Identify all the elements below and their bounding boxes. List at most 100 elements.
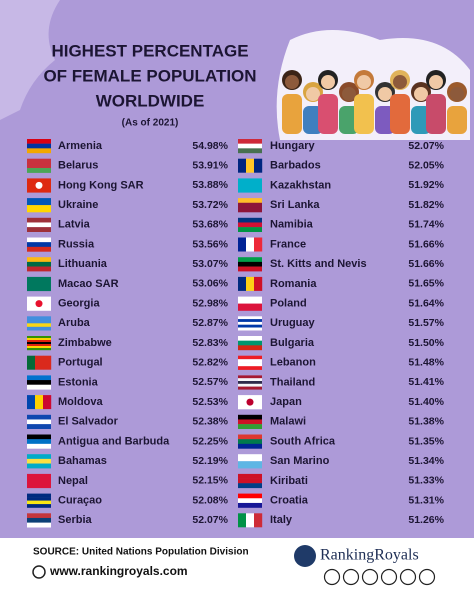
percentage: 51.33% — [408, 475, 444, 487]
flag — [238, 139, 262, 154]
title-line: HIGHEST PERCENTAGE — [51, 41, 248, 60]
flag — [238, 198, 262, 213]
social-icon[interactable] — [380, 568, 398, 586]
face — [321, 75, 335, 89]
percentage: 51.34% — [408, 455, 444, 467]
flag-stripe — [27, 473, 51, 489]
body — [282, 94, 302, 134]
flag-stripe — [238, 319, 262, 323]
percentage: 53.68% — [192, 219, 228, 231]
flag-stripe — [238, 324, 262, 328]
country-name: Malawi — [270, 416, 306, 428]
flag-stripe — [238, 217, 262, 223]
flag — [238, 434, 262, 449]
flag — [238, 513, 263, 528]
flag-stripe — [238, 419, 262, 425]
flag-stripe — [238, 493, 262, 499]
flag-stripe — [238, 478, 262, 484]
flag — [238, 296, 262, 311]
face — [450, 87, 464, 101]
body — [426, 94, 446, 134]
flag-stripe — [27, 342, 51, 345]
flag-stripe — [27, 493, 51, 498]
flag — [238, 395, 262, 410]
flag-emblem — [35, 181, 43, 189]
country-name: Hong Kong SAR — [58, 179, 144, 191]
percentage: 52.19% — [192, 455, 228, 467]
flag-stripe — [238, 443, 262, 449]
flag-stripe — [246, 276, 255, 291]
social-icon[interactable] — [418, 568, 436, 586]
country-name: Aruba — [58, 317, 91, 329]
face — [378, 87, 392, 101]
flag-stripe — [27, 158, 51, 164]
flag — [238, 158, 263, 173]
social-icon[interactable] — [399, 568, 417, 586]
flag — [27, 217, 51, 232]
flag-stripe — [43, 355, 52, 370]
flag-stripe — [238, 359, 262, 363]
country-name: Romania — [270, 278, 317, 290]
brand-name: RankingRoyals — [320, 547, 419, 564]
percentage: 51.66% — [408, 258, 444, 270]
flag-stripe — [238, 483, 262, 489]
flag-stripe — [238, 362, 262, 367]
percentage: 51.92% — [408, 179, 444, 191]
flag — [238, 237, 263, 252]
flag-stripe — [27, 227, 51, 232]
percentage: 51.38% — [408, 416, 444, 428]
percentage: 51.40% — [408, 396, 444, 408]
flag — [238, 473, 262, 489]
percentage: 51.64% — [408, 297, 444, 309]
flag-stripe — [254, 513, 263, 528]
country-name: Estonia — [58, 376, 99, 388]
flag — [27, 454, 51, 469]
body — [318, 94, 338, 134]
flag-stripe — [27, 222, 51, 228]
flag-stripe — [27, 217, 51, 223]
percentage: 52.82% — [192, 356, 228, 368]
flag — [238, 217, 262, 232]
flag-stripe — [246, 513, 255, 528]
social-icon[interactable] — [361, 568, 379, 586]
flag — [238, 316, 262, 331]
social-icon[interactable] — [342, 568, 360, 586]
flag-stripe — [238, 158, 247, 173]
country-name: Poland — [270, 298, 307, 310]
flag-stripe — [27, 168, 51, 173]
flag-stripe — [27, 276, 51, 292]
percentage: 51.48% — [408, 356, 444, 368]
percentage: 53.91% — [192, 159, 228, 171]
face — [306, 87, 320, 101]
flag-stripe — [254, 276, 263, 291]
website[interactable]: www.rankingroyals.com — [49, 564, 188, 578]
table: Armenia 54.98% Belarus 53.91% Hong Kong SAR 5… — [27, 139, 445, 528]
social-icon[interactable] — [323, 568, 341, 586]
country-name: Armenia — [58, 140, 103, 152]
flag — [27, 257, 51, 272]
flag-stripe — [27, 242, 51, 248]
country-name: San Marino — [270, 455, 330, 467]
flag-stripe — [27, 148, 51, 154]
flag — [238, 355, 262, 370]
flag-stripe — [246, 237, 255, 252]
flag-stripe — [27, 434, 51, 440]
flag-stripe — [27, 198, 51, 206]
country-name: Serbia — [58, 514, 93, 526]
country-name: Latvia — [58, 219, 91, 231]
percentage: 52.53% — [192, 396, 228, 408]
percentage: 51.74% — [408, 219, 444, 231]
flag-stripe — [238, 178, 262, 193]
flag — [27, 375, 51, 390]
flag-stripe — [238, 386, 262, 390]
percentage: 52.57% — [192, 376, 228, 388]
flag-stripe — [238, 336, 262, 341]
percentage: 52.07% — [192, 514, 228, 526]
flag-stripe — [238, 222, 262, 228]
flag-stripe — [238, 198, 262, 203]
country-name: Curaçao — [58, 495, 102, 507]
flag-stripe — [27, 205, 51, 213]
flag — [27, 296, 51, 311]
percentage: 52.87% — [192, 317, 228, 329]
